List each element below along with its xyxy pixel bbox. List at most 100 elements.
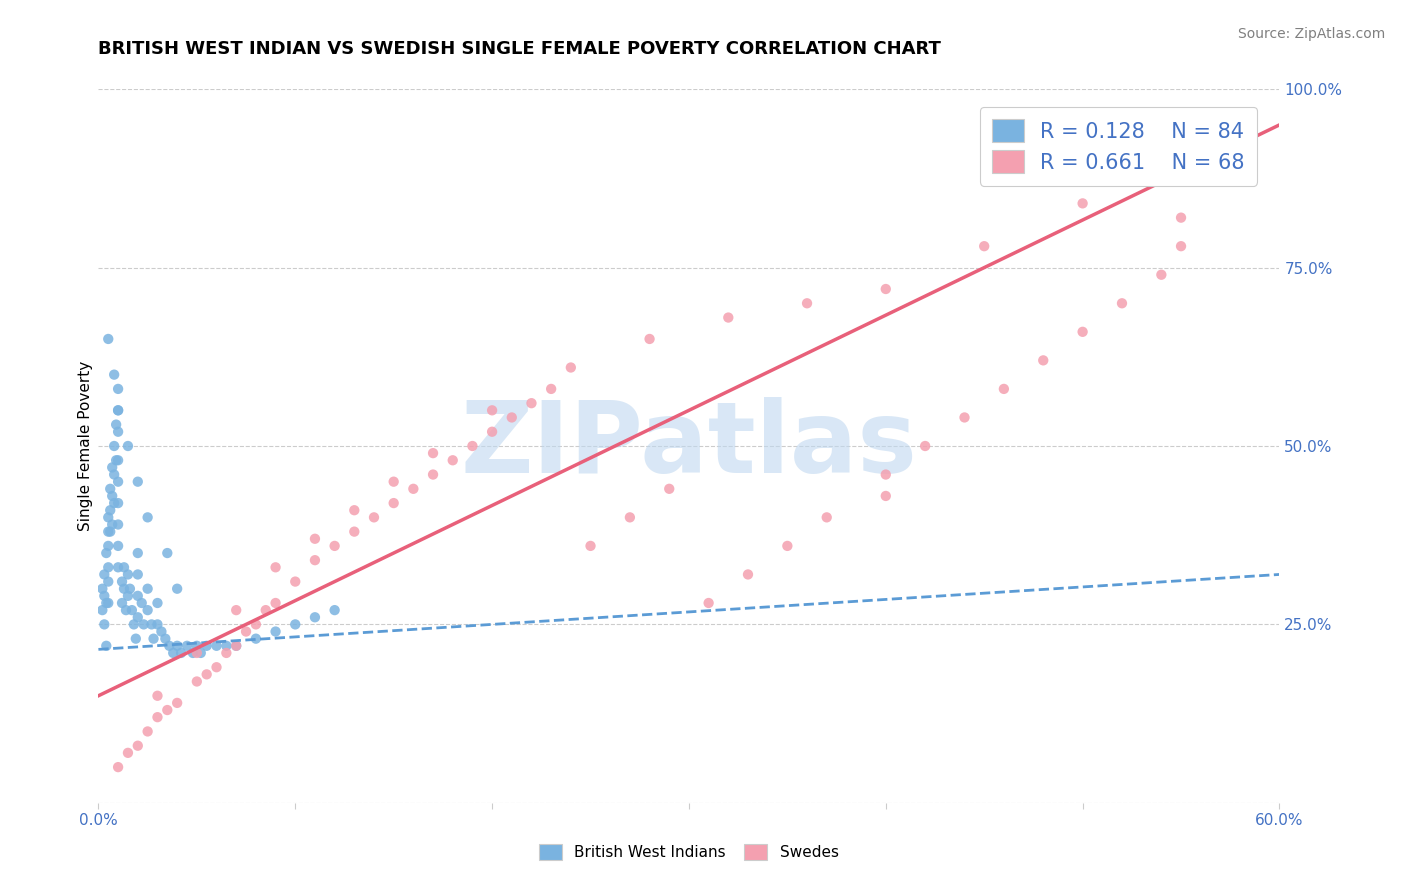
Point	[97, 510, 120, 524]
Point	[1170, 239, 1192, 253]
Point	[96, 546, 118, 560]
Point	[127, 475, 149, 489]
Point	[422, 446, 444, 460]
Point	[254, 603, 277, 617]
Point	[181, 646, 204, 660]
Point	[117, 746, 139, 760]
Point	[304, 610, 326, 624]
Point	[382, 475, 405, 489]
Point	[186, 674, 208, 689]
Point	[146, 689, 169, 703]
Point	[107, 382, 129, 396]
Point	[166, 639, 188, 653]
Point	[111, 596, 134, 610]
Point	[1170, 153, 1192, 168]
Point	[481, 403, 503, 417]
Text: BRITISH WEST INDIAN VS SWEDISH SINGLE FEMALE POVERTY CORRELATION CHART: BRITISH WEST INDIAN VS SWEDISH SINGLE FE…	[98, 40, 941, 58]
Point	[91, 603, 114, 617]
Point	[122, 617, 145, 632]
Point	[225, 603, 247, 617]
Point	[117, 567, 139, 582]
Point	[875, 467, 897, 482]
Point	[96, 596, 118, 610]
Point	[107, 475, 129, 489]
Point	[115, 603, 138, 617]
Point	[103, 368, 125, 382]
Point	[91, 582, 114, 596]
Point	[205, 660, 228, 674]
Point	[1111, 296, 1133, 310]
Y-axis label: Single Female Poverty: Single Female Poverty	[77, 361, 93, 531]
Point	[155, 632, 177, 646]
Point	[142, 632, 165, 646]
Point	[101, 517, 124, 532]
Point	[107, 496, 129, 510]
Point	[127, 739, 149, 753]
Point	[93, 589, 115, 603]
Point	[215, 646, 238, 660]
Point	[619, 510, 641, 524]
Point	[98, 482, 121, 496]
Point	[1032, 353, 1054, 368]
Point	[382, 496, 405, 510]
Point	[93, 567, 115, 582]
Point	[540, 382, 562, 396]
Point	[235, 624, 257, 639]
Point	[264, 560, 287, 574]
Point	[195, 639, 218, 653]
Point	[190, 646, 212, 660]
Point	[304, 553, 326, 567]
Point	[97, 560, 120, 574]
Point	[875, 282, 897, 296]
Point	[737, 567, 759, 582]
Point	[96, 639, 118, 653]
Point	[146, 710, 169, 724]
Point	[132, 617, 155, 632]
Point	[146, 617, 169, 632]
Point	[97, 332, 120, 346]
Point	[107, 517, 129, 532]
Point	[131, 596, 153, 610]
Point	[1150, 268, 1173, 282]
Point	[107, 560, 129, 574]
Point	[127, 567, 149, 582]
Point	[107, 425, 129, 439]
Point	[264, 596, 287, 610]
Point	[481, 425, 503, 439]
Point	[103, 439, 125, 453]
Point	[993, 382, 1015, 396]
Point	[776, 539, 799, 553]
Point	[136, 724, 159, 739]
Point	[323, 603, 346, 617]
Point	[162, 646, 184, 660]
Point	[166, 696, 188, 710]
Point	[658, 482, 681, 496]
Point	[141, 617, 163, 632]
Point	[97, 596, 120, 610]
Point	[136, 603, 159, 617]
Point	[363, 510, 385, 524]
Point	[112, 582, 135, 596]
Point	[1071, 196, 1094, 211]
Point	[914, 439, 936, 453]
Point	[1071, 325, 1094, 339]
Point	[579, 539, 602, 553]
Point	[156, 546, 179, 560]
Point	[875, 489, 897, 503]
Point	[107, 453, 129, 467]
Point	[107, 403, 129, 417]
Point	[107, 760, 129, 774]
Point	[186, 639, 208, 653]
Point	[953, 410, 976, 425]
Legend: British West Indians, Swedes: British West Indians, Swedes	[533, 838, 845, 866]
Point	[107, 403, 129, 417]
Point	[176, 639, 198, 653]
Point	[127, 610, 149, 624]
Point	[343, 524, 366, 539]
Point	[103, 467, 125, 482]
Point	[121, 603, 143, 617]
Point	[166, 582, 188, 596]
Point	[101, 460, 124, 475]
Text: Source: ZipAtlas.com: Source: ZipAtlas.com	[1237, 27, 1385, 41]
Point	[343, 503, 366, 517]
